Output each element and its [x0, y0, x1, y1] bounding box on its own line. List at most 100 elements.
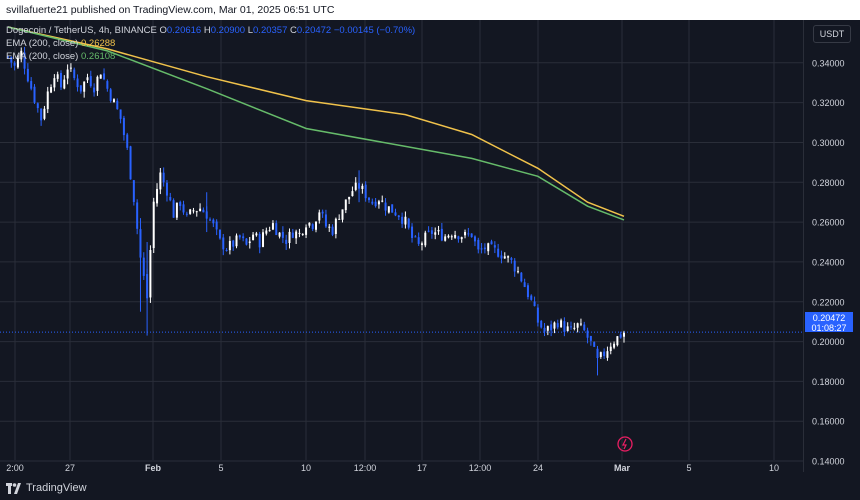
candle-body — [23, 52, 26, 69]
candle-body — [328, 226, 331, 228]
candle-body — [546, 326, 549, 331]
legend-low: 0.20357 — [253, 25, 288, 36]
x-tick-label: Feb — [145, 463, 162, 472]
candle-body — [50, 87, 53, 93]
candle-body — [202, 209, 205, 213]
currency-button[interactable]: USDT — [813, 25, 851, 43]
legend-ema1-row[interactable]: EMA (200, close) 0.26288 — [6, 37, 415, 50]
candle-body — [122, 117, 125, 136]
candle-body — [295, 231, 298, 239]
candle-body — [26, 68, 29, 82]
x-tick-label: Mar — [614, 463, 631, 472]
candle-body — [450, 236, 453, 238]
candle-body — [298, 232, 301, 234]
candle-body — [540, 320, 543, 328]
candle-body — [162, 172, 165, 183]
y-tick-label: 0.14000 — [812, 457, 845, 467]
x-tick-label: 10 — [769, 463, 779, 472]
candle-body — [533, 301, 536, 307]
candle-body — [262, 232, 265, 247]
candle-body — [583, 324, 586, 331]
candle-body — [536, 307, 539, 323]
candle-body — [381, 200, 384, 202]
candle-body — [344, 199, 347, 211]
replay-icon[interactable] — [617, 436, 633, 452]
candle-body — [454, 234, 457, 238]
candle-body — [550, 324, 553, 331]
candle-body — [599, 352, 602, 357]
candle-body — [387, 206, 390, 213]
candle-body — [209, 219, 212, 221]
candle-body — [397, 215, 400, 218]
candle-body — [16, 57, 19, 68]
candle-body — [464, 231, 467, 236]
legend-symbol[interactable]: Dogecoin / TetherUS, 4h, BINANCE — [6, 25, 157, 36]
y-tick-label: 0.26000 — [812, 218, 845, 228]
candle-body — [46, 91, 49, 110]
candle-body — [338, 218, 341, 220]
candle-body — [235, 235, 238, 247]
candle-body — [76, 78, 79, 88]
candle-body — [500, 255, 503, 259]
candle-body — [374, 201, 377, 207]
candle-body — [364, 184, 367, 199]
candle-body — [530, 295, 533, 300]
candle-body — [69, 67, 72, 69]
ema-path-2 — [7, 26, 625, 221]
candle-body — [305, 227, 308, 235]
candle-body — [56, 74, 59, 79]
candle-body — [470, 233, 473, 238]
y-tick-label: 0.20000 — [812, 337, 845, 347]
candle-body — [93, 87, 96, 93]
candle-body — [573, 327, 576, 329]
legend-ema2-row[interactable]: EMA (200, close) 0.26108 — [6, 50, 415, 63]
candle-body — [20, 50, 23, 60]
legend-change: −0.00145 (−0.70%) — [333, 25, 416, 36]
candle-body — [467, 233, 470, 235]
candle-body — [394, 212, 397, 216]
bar-countdown: 01:08:27 — [811, 323, 847, 333]
candle-body — [556, 323, 559, 328]
legend-ema1-value: 0.26288 — [80, 38, 116, 49]
candle-body — [83, 81, 86, 92]
candle-body — [132, 180, 135, 202]
last-price-tag: 0.20472 01:08:27 — [805, 312, 853, 333]
candle-body — [404, 216, 407, 225]
candle-body — [116, 100, 119, 110]
candle-body — [109, 89, 112, 101]
legend-symbol-row: Dogecoin / TetherUS, 4h, BINANCE O0.2061… — [6, 24, 415, 37]
candle-body — [165, 182, 168, 196]
candle-body — [301, 233, 304, 235]
x-tick-label: 12:00 — [469, 463, 492, 472]
candle-body — [420, 243, 423, 245]
candle-body — [13, 62, 16, 66]
candle-body — [384, 202, 387, 211]
candle-body — [40, 108, 43, 121]
candle-body — [507, 256, 510, 258]
candle-body — [407, 218, 410, 228]
y-tick-label: 0.18000 — [812, 377, 845, 387]
y-tick-label: 0.16000 — [812, 417, 845, 427]
chart-area[interactable]: 2:00 27 Feb 5 10 12:00 17 12:00 24 Mar 5 10 — [0, 20, 803, 472]
candle-body — [447, 235, 450, 238]
candle-body — [417, 237, 420, 244]
candle-body — [434, 232, 437, 235]
y-tick-label: 0.30000 — [812, 138, 845, 148]
candle-body — [179, 202, 182, 206]
candle-body — [66, 69, 69, 79]
tradingview-logo[interactable]: TradingView — [6, 482, 87, 494]
candle-body — [275, 223, 278, 236]
candle-body — [490, 241, 493, 245]
candle-body — [427, 230, 430, 232]
candle-body — [593, 342, 596, 347]
price-scale[interactable]: 0.14000 0.16000 0.18000 0.20000 0.22000 0.240… — [803, 20, 860, 472]
y-tick-label: 0.32000 — [812, 98, 845, 108]
candle-body — [218, 229, 221, 239]
candle-body — [175, 202, 178, 218]
candle-body — [59, 72, 62, 88]
candle-body — [10, 56, 13, 63]
candle-body — [291, 232, 294, 238]
candle-body — [318, 212, 321, 221]
candle-body — [444, 236, 447, 241]
candle-body — [228, 240, 231, 251]
